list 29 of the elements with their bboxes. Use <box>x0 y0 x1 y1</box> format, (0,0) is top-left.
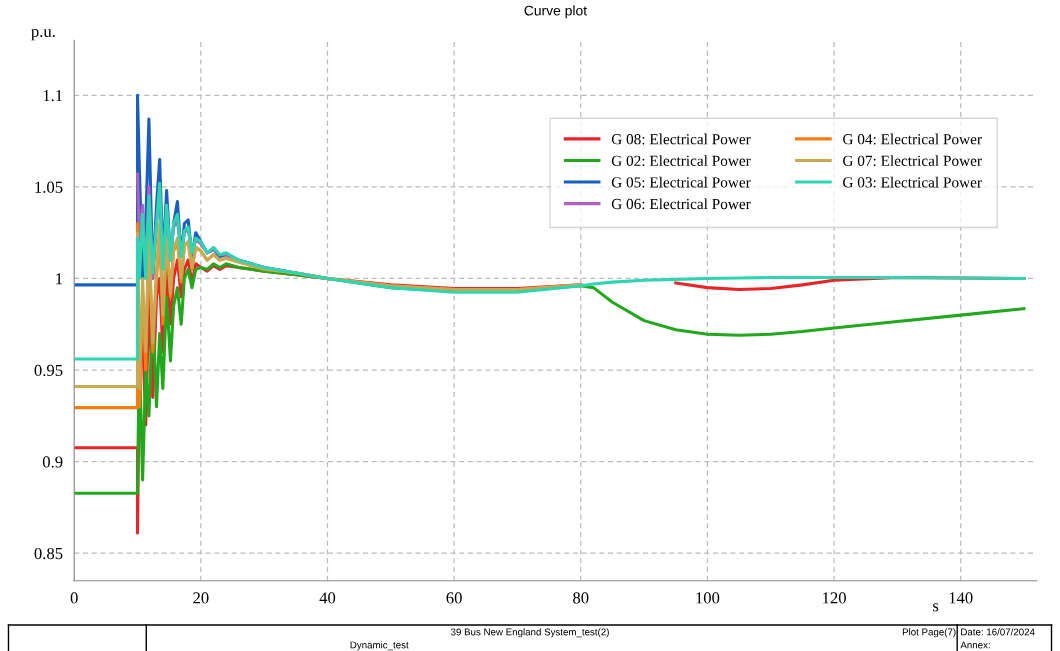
text: 39 Bus New England System_test(2) <box>450 628 609 638</box>
legend-label: G 06: Electrical Power <box>611 198 751 210</box>
y-axis-title: p.u. <box>31 28 55 41</box>
legend-label: G 03: Electrical Power <box>843 176 982 188</box>
legend-label: G 04: Electrical Power <box>843 133 982 145</box>
y-tick-label: 1.05 <box>35 181 63 193</box>
x-tick-label: 120 <box>823 592 846 604</box>
chart-title: Curve plot <box>524 5 587 19</box>
y-tick-label: 1 <box>56 273 63 285</box>
x-tick-label: 20 <box>193 592 209 604</box>
legend-label: G 07: Electrical Power <box>843 155 982 167</box>
y-tick-label: 0.95 <box>34 364 63 377</box>
x-tick-label: 80 <box>573 592 589 604</box>
x-tick-label: 60 <box>446 592 462 604</box>
y-tick-label: 0.85 <box>34 547 63 560</box>
text: Dynamic_test <box>350 641 409 651</box>
legend-label: G 02: Electrical Power <box>611 155 751 167</box>
x-tick-label: 0 <box>70 592 78 604</box>
text: Annex: <box>960 641 990 649</box>
y-tick-label: 0.9 <box>42 456 63 468</box>
text: Plot Page(7) <box>902 628 956 638</box>
text: Date: 16/07/2024 <box>961 628 1035 636</box>
x-tick-label: 140 <box>949 592 973 604</box>
x-axis-title: s <box>933 603 939 612</box>
x-tick-label: 100 <box>696 592 720 604</box>
y-tick-label: 1.1 <box>43 90 63 102</box>
x-tick-label: 40 <box>319 592 336 604</box>
legend-label: G 08: Electrical Power <box>611 133 751 145</box>
legend-label: G 05: Electrical Power <box>611 176 751 188</box>
